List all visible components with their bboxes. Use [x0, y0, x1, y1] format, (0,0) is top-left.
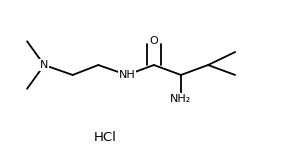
Text: N: N [40, 60, 48, 70]
Text: HCl: HCl [94, 131, 117, 144]
Text: NH₂: NH₂ [170, 94, 192, 104]
Text: NH: NH [119, 70, 135, 80]
Text: O: O [150, 36, 158, 46]
